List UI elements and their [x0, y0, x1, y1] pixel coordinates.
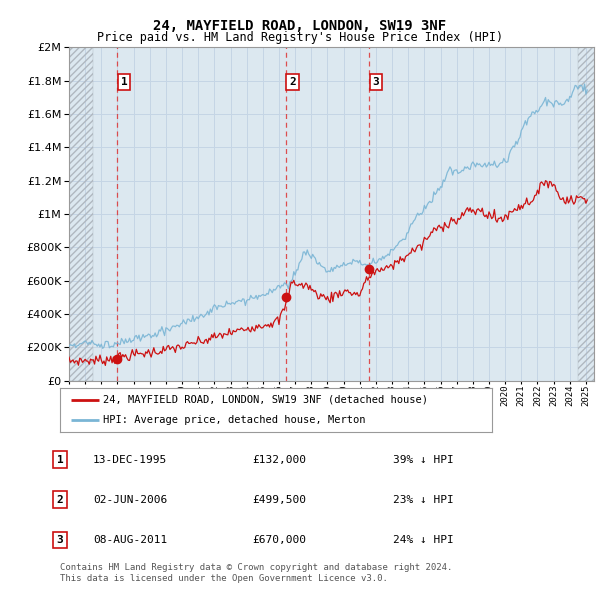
Text: Price paid vs. HM Land Registry's House Price Index (HPI): Price paid vs. HM Land Registry's House …: [97, 31, 503, 44]
Text: £499,500: £499,500: [252, 495, 306, 504]
Text: 08-AUG-2011: 08-AUG-2011: [93, 535, 167, 545]
Bar: [578, 47, 600, 381]
Text: 13-DEC-1995: 13-DEC-1995: [93, 455, 167, 464]
Text: 02-JUN-2006: 02-JUN-2006: [93, 495, 167, 504]
Text: HPI: Average price, detached house, Merton: HPI: Average price, detached house, Mert…: [103, 415, 366, 425]
Bar: [69, 47, 93, 381]
Text: 3: 3: [56, 535, 64, 545]
Text: 1: 1: [56, 455, 64, 464]
Text: 23% ↓ HPI: 23% ↓ HPI: [393, 495, 454, 504]
Text: £132,000: £132,000: [252, 455, 306, 464]
Text: 2: 2: [56, 495, 64, 504]
Text: 39% ↓ HPI: 39% ↓ HPI: [393, 455, 454, 464]
Text: £670,000: £670,000: [252, 535, 306, 545]
Text: 24% ↓ HPI: 24% ↓ HPI: [393, 535, 454, 545]
Text: 2: 2: [289, 77, 296, 87]
Text: 24, MAYFIELD ROAD, LONDON, SW19 3NF (detached house): 24, MAYFIELD ROAD, LONDON, SW19 3NF (det…: [103, 395, 428, 405]
Text: 3: 3: [373, 77, 379, 87]
Text: 24, MAYFIELD ROAD, LONDON, SW19 3NF: 24, MAYFIELD ROAD, LONDON, SW19 3NF: [154, 19, 446, 33]
Text: 1: 1: [121, 77, 127, 87]
Text: Contains HM Land Registry data © Crown copyright and database right 2024.
This d: Contains HM Land Registry data © Crown c…: [60, 563, 452, 583]
